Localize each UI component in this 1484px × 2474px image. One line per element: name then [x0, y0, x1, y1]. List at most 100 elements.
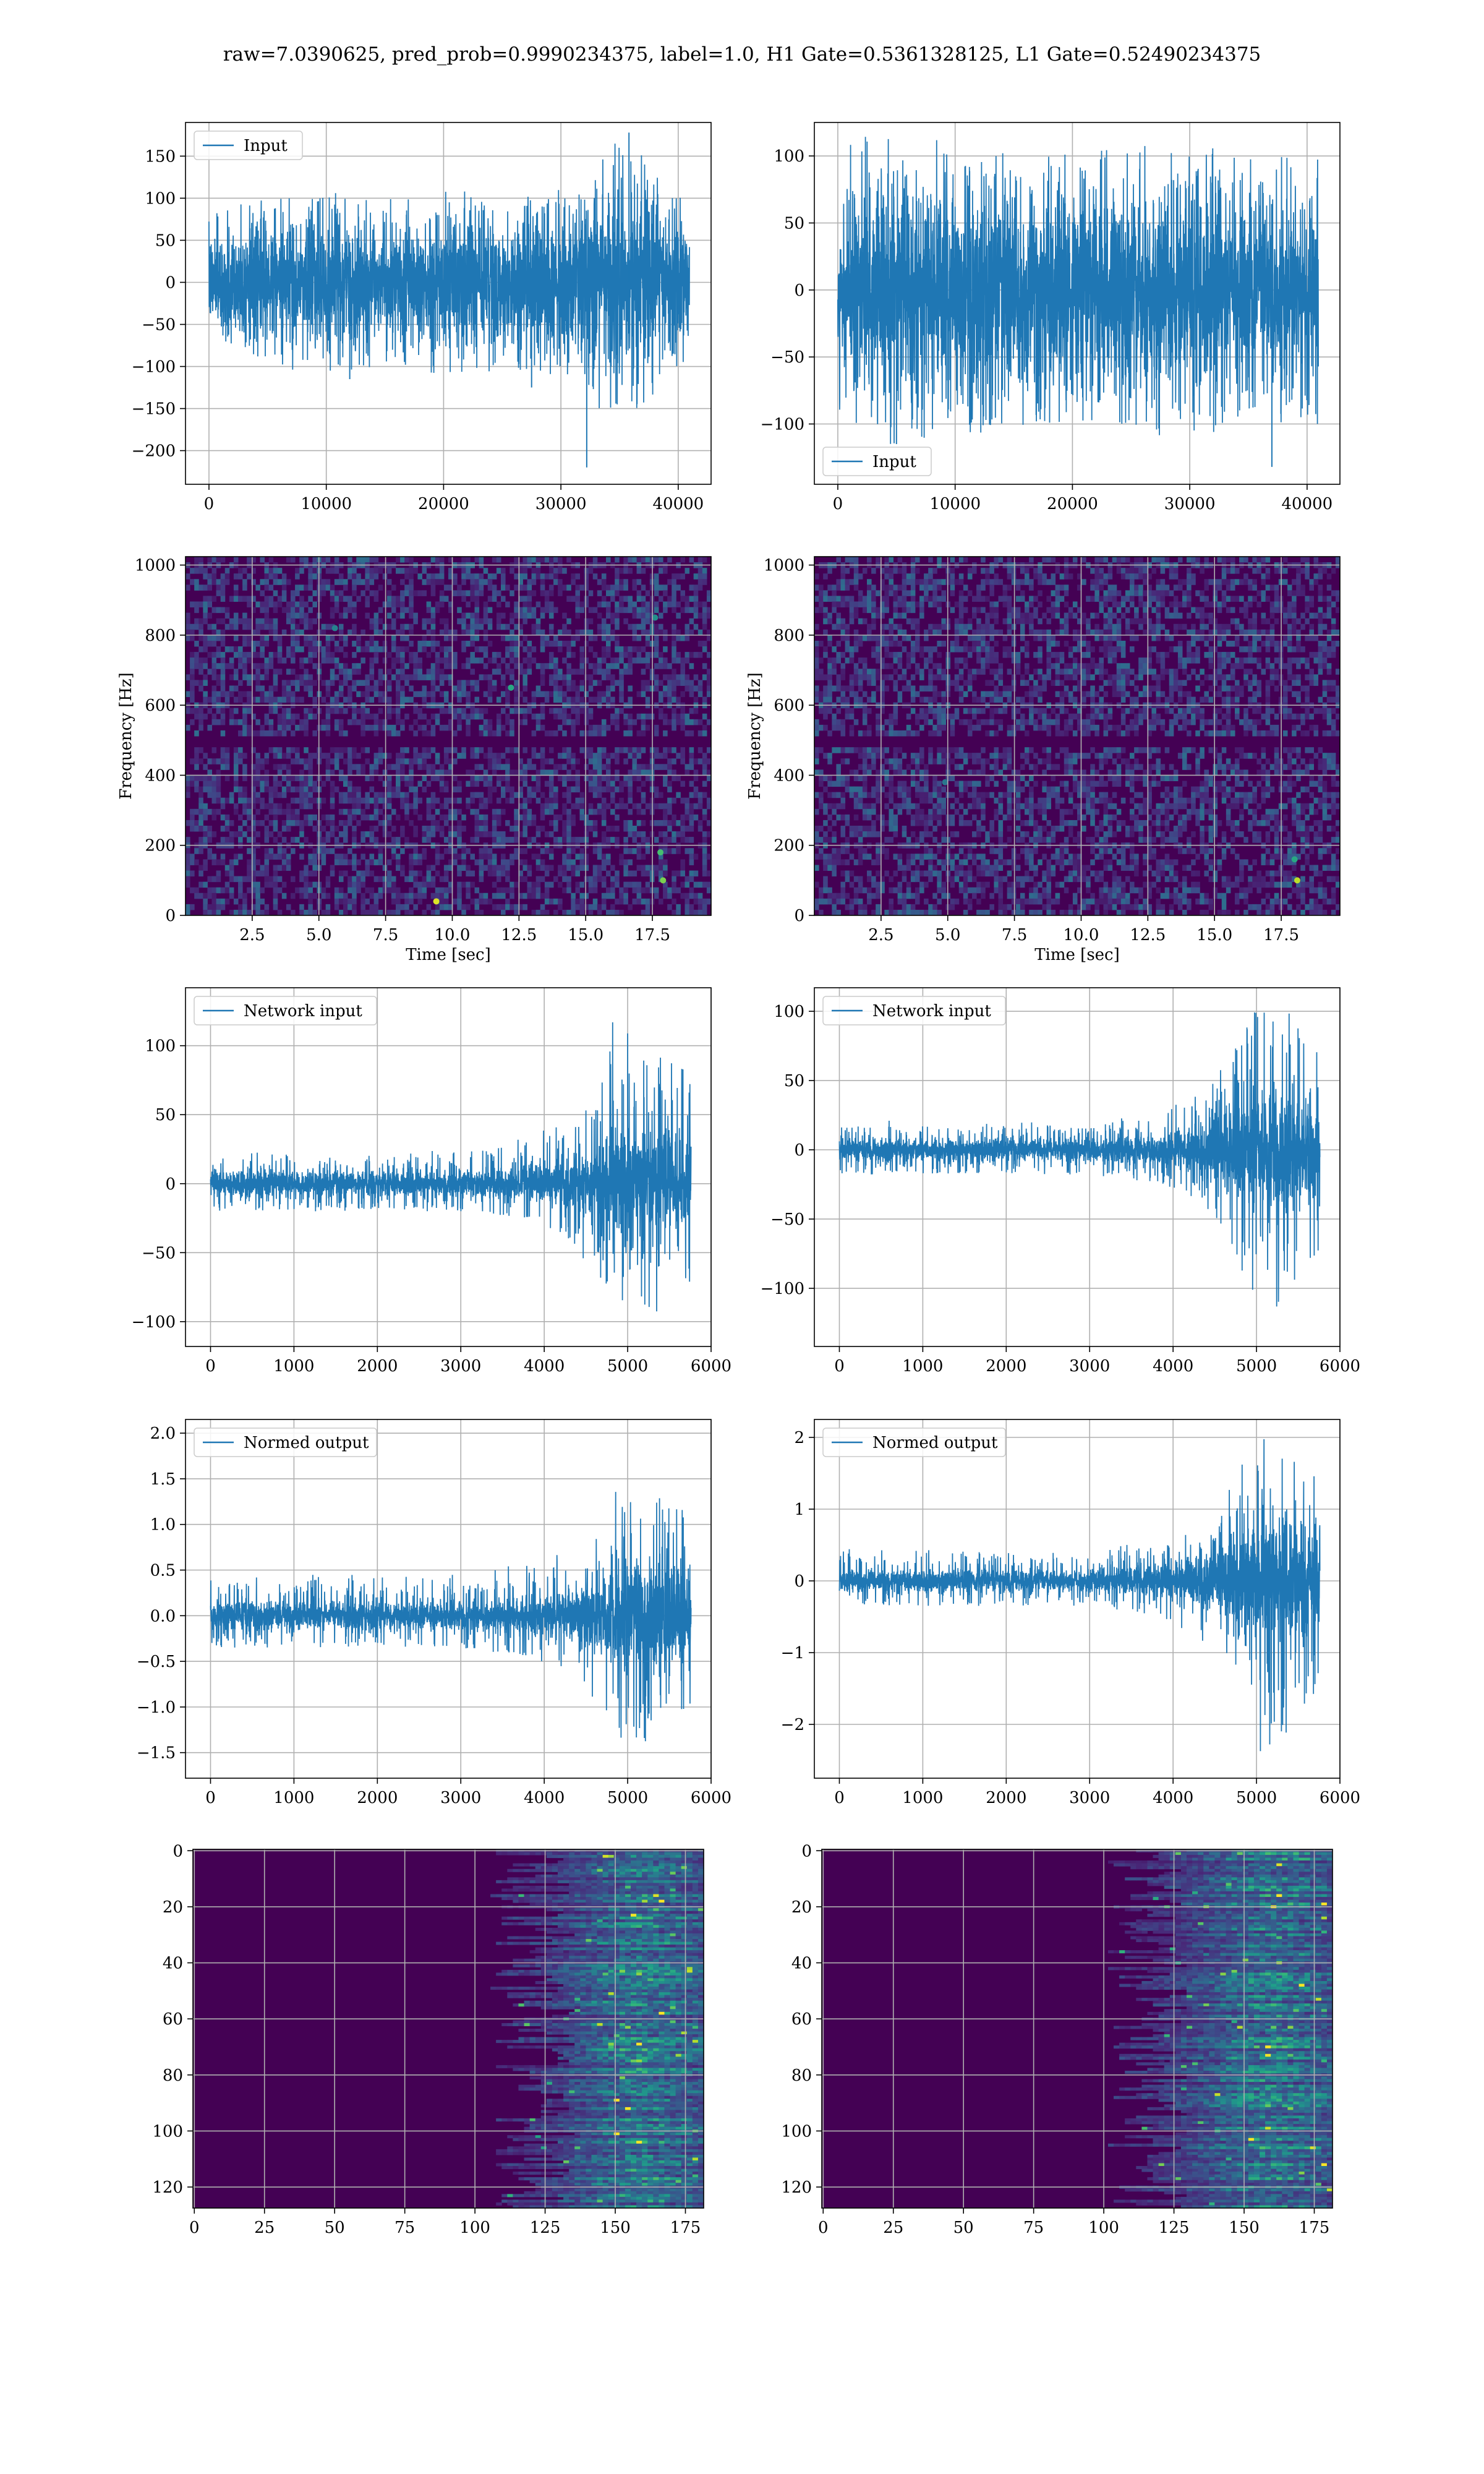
h1-spectrogram-ytick-label-5: 1000: [135, 557, 176, 575]
l1-spectrogram-xtick-label-6: 17.5: [1263, 926, 1299, 944]
l1-feature-map-grid: [822, 1849, 1333, 2208]
l1-feature-map-axes: 0 25 50 75 100 125 150 175 0 20 40 60 80 100 120: [781, 1842, 1333, 2237]
l1-network-input-ytick-label-1: −50: [770, 1210, 804, 1229]
h1-input-legend-label: Input: [244, 137, 288, 155]
l1-normed-output-xtick-label-4: 4000: [1153, 1789, 1193, 1807]
l1-feature-map-xtick-label-3: 75: [1023, 2219, 1044, 2237]
l1-spectrogram-hotspot-0: [1294, 877, 1300, 884]
l1-feature-map-frame: [821, 1849, 1333, 2209]
l1-spectrogram-hotspot-1: [1291, 856, 1298, 863]
h1-normed-output-xtick-label-5: 5000: [607, 1789, 648, 1807]
l1-feature-map-image: [822, 1849, 1333, 2209]
h1-spectrogram-axes: 2.5 5.0 7.5 10.0 12.5 15.0 17.5 0 200 400 600 800 10…: [117, 556, 712, 964]
l1-network-input-xtick-label-5: 5000: [1236, 1357, 1277, 1376]
h1-normed-output-ytick-label-1: −1.0: [137, 1698, 176, 1717]
h1-feature-map-xtick-label-6: 150: [600, 2219, 631, 2237]
h1-feature-map-ytick-label-4: 80: [163, 2066, 183, 2085]
l1-spectrogram-ytick-label-1: 200: [774, 837, 804, 855]
h1-normed-output-xtick-label-2: 2000: [357, 1789, 398, 1807]
h1-feature-map-xtick-label-5: 125: [530, 2219, 561, 2237]
l1-spectrogram-xtick-label-1: 5.0: [935, 926, 960, 944]
l1-spectrogram-ytick-label-2: 400: [774, 766, 804, 785]
h1-spectrogram-xtick-label-0: 2.5: [239, 926, 265, 944]
h1-spectrogram-image: [186, 557, 712, 916]
h1-input-series: [208, 143, 690, 408]
h1-spectrogram-hotspot-1: [660, 877, 667, 884]
h1-network-input-series: [210, 1022, 692, 1312]
h1-input-ytick-label-1: −150: [132, 400, 176, 419]
l1-spectrogram-axes: 2.5 5.0 7.5 10.0 12.5 15.0 17.5 0 200 400 600 800 10…: [746, 556, 1341, 964]
l1-feature-map-ytick-label-3: 60: [791, 2010, 812, 2029]
h1-network-input-xtick-label-4: 4000: [524, 1357, 565, 1376]
h1-network-input-legend-label: Network input: [244, 1002, 362, 1021]
l1-input-ytick-label-0: −100: [761, 416, 804, 434]
l1-input-legend-label: Input: [872, 453, 916, 471]
h1-normed-output-xtick-label-6: 6000: [691, 1789, 731, 1807]
h1-feature-map-xtick-label-7: 175: [670, 2219, 701, 2237]
l1-normed-output-xtick-label-2: 2000: [986, 1789, 1026, 1807]
h1-network-input-xtick-label-1: 1000: [273, 1357, 314, 1376]
l1-spectrogram-xtick-label-2: 7.5: [1002, 926, 1027, 944]
l1-feature-map-xtick-label-6: 150: [1229, 2219, 1260, 2237]
h1-spectrogram-hotspot-3: [508, 684, 514, 691]
l1-spectrogram-frame: [814, 556, 1341, 916]
l1-input-xtick-label-4: 40000: [1282, 495, 1333, 513]
l1-feature-map-xtick-label-2: 50: [953, 2219, 974, 2237]
h1-spectrogram-xtick-label-5: 15.0: [568, 926, 603, 944]
l1-spectrogram-xtick-label-0: 2.5: [868, 926, 893, 944]
h1-normed-output-xtick-label-4: 4000: [524, 1789, 565, 1807]
h1-normed-output-axes: 0 1000 2000 3000 4000 5000 6000 −1.5 −1.0 −0.5 0.0…: [137, 1419, 731, 1807]
h1-input-ytick-label-6: 100: [145, 189, 176, 208]
l1-network-input-frame: [814, 987, 1341, 1347]
l1-feature-map-xtick-label-1: 25: [883, 2219, 903, 2237]
l1-normed-output-series: [838, 1439, 1321, 1752]
h1-normed-output-ytick-label-0: −1.5: [137, 1744, 176, 1763]
l1-network-input-xtick-label-3: 3000: [1069, 1357, 1110, 1376]
l1-network-input-ytick-label-0: −100: [761, 1280, 804, 1298]
h1-spectrogram-hotspot-2: [657, 849, 664, 856]
h1-normed-output-xtick-label-3: 3000: [440, 1789, 481, 1807]
h1-normed-output-series: [210, 1492, 692, 1742]
l1-spectrogram-ytick-label-4: 800: [774, 627, 804, 645]
h1-feature-map-xtick-label-3: 75: [394, 2219, 415, 2237]
l1-network-input-xtick-label-4: 4000: [1153, 1357, 1193, 1376]
l1-feature-map-ytick-label-2: 40: [791, 1954, 812, 1973]
h1-input-xtick-label-4: 40000: [653, 495, 704, 513]
h1-network-input-ytick-label-4: 100: [145, 1037, 176, 1056]
h1-network-input-legend: Network input: [194, 996, 377, 1025]
l1-input-legend: Input: [822, 447, 932, 476]
h1-feature-map-ytick-label-3: 60: [163, 2010, 183, 2029]
h1-input-ytick-label-2: −100: [132, 358, 176, 377]
l1-input-ytick-label-4: 100: [774, 147, 804, 166]
l1-input-ytick-label-1: −50: [770, 348, 804, 367]
h1-input-ytick-label-4: 0: [165, 273, 176, 292]
h1-input-ytick-label-5: 50: [155, 231, 176, 250]
h1-network-input-ytick-label-2: 0: [165, 1175, 176, 1194]
l1-network-input-xtick-label-2: 2000: [986, 1357, 1026, 1376]
l1-feature-map-xtick-label-4: 100: [1088, 2219, 1119, 2237]
h1-network-input-xtick-label-0: 0: [205, 1357, 216, 1376]
l1-feature-map-xtick-label-0: 0: [818, 2219, 829, 2237]
l1-input-ytick-label-3: 50: [784, 215, 804, 233]
h1-normed-output-grid: [186, 1419, 712, 1778]
l1-normed-output-xtick-label-1: 1000: [902, 1789, 943, 1807]
h1-network-input-ytick-label-3: 50: [155, 1106, 176, 1124]
h1-input-ytick-label-3: −50: [142, 316, 176, 335]
h1-normed-output-ytick-label-7: 2.0: [150, 1424, 176, 1443]
l1-feature-map-xtick-label-5: 125: [1159, 2219, 1190, 2237]
l1-network-input-ytick-label-4: 100: [774, 1003, 804, 1021]
h1-network-input-xtick-label-3: 3000: [440, 1357, 481, 1376]
l1-spectrogram-ytick-label-0: 0: [794, 907, 804, 925]
h1-input-xtick-label-3: 30000: [535, 495, 587, 513]
h1-normed-output-frame: [185, 1419, 712, 1779]
l1-normed-output-ytick-label-3: 1: [794, 1500, 804, 1519]
h1-feature-map-xtick-label-0: 0: [189, 2219, 200, 2237]
h1-spectrogram-ytick-label-2: 400: [145, 766, 176, 785]
h1-network-input-ytick-label-0: −100: [132, 1313, 176, 1332]
l1-feature-map-ytick-label-5: 100: [781, 2122, 812, 2141]
l1-normed-output-xtick-label-5: 5000: [1236, 1789, 1277, 1807]
l1-network-input-xtick-label-1: 1000: [902, 1357, 943, 1376]
h1-feature-map-axes: 0 25 50 75 100 125 150 175 0 20 40 60 80 100 120: [152, 1842, 704, 2237]
h1-normed-output-ytick-label-6: 1.5: [150, 1470, 176, 1489]
